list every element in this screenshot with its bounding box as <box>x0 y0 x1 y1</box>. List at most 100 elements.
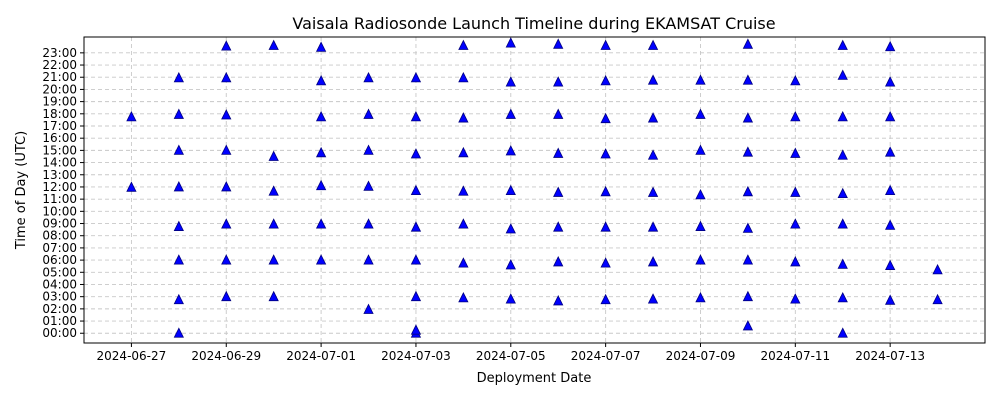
launch-marker <box>932 293 943 305</box>
launch-marker <box>695 188 706 200</box>
launch-marker <box>647 74 659 85</box>
y-tick-label: 17:00 <box>42 119 77 133</box>
launch-marker <box>221 109 232 120</box>
launch-marker <box>268 39 279 50</box>
launch-marker <box>221 40 232 51</box>
launch-marker <box>315 218 327 229</box>
launch-marker <box>315 41 327 52</box>
y-tick-label: 05:00 <box>42 265 77 279</box>
launch-marker <box>458 257 469 268</box>
launch-marker <box>268 290 279 302</box>
launch-marker <box>553 186 564 197</box>
launch-marker <box>885 219 896 230</box>
launch-marker <box>410 254 422 265</box>
y-tick-label: 21:00 <box>42 70 77 84</box>
launch-marker <box>600 39 611 50</box>
launch-marker <box>410 184 422 196</box>
launch-marker <box>315 110 327 122</box>
x-tick-label: 2024-06-29 <box>191 349 261 363</box>
y-tick-label: 00:00 <box>42 326 77 340</box>
launch-marker <box>315 179 327 191</box>
launch-marker <box>221 71 232 83</box>
plot-area-frame <box>83 36 986 344</box>
launch-marker <box>695 74 706 85</box>
y-tick-label: 09:00 <box>42 217 77 231</box>
launch-marker <box>790 256 801 267</box>
launch-marker <box>410 71 422 83</box>
launch-marker <box>885 76 896 87</box>
launch-marker <box>553 147 564 158</box>
points-layer <box>126 37 943 338</box>
launch-marker <box>885 110 896 122</box>
launch-marker <box>458 146 469 158</box>
launch-marker <box>790 147 801 158</box>
y-tick-label: 13:00 <box>42 168 77 182</box>
x-tick-label: 2024-07-09 <box>666 349 736 363</box>
y-tick-label: 10:00 <box>42 204 77 218</box>
launch-marker <box>410 148 422 159</box>
launch-marker <box>458 39 469 50</box>
x-tick-label: 2024-07-13 <box>855 349 925 363</box>
launch-marker <box>173 108 184 119</box>
launch-marker <box>173 71 184 83</box>
launch-marker <box>553 38 564 49</box>
launch-marker <box>600 185 611 197</box>
launch-marker <box>647 293 659 304</box>
launch-marker <box>742 38 754 49</box>
launch-marker <box>268 185 279 196</box>
launch-marker <box>742 254 754 265</box>
launch-marker <box>932 263 943 275</box>
launch-marker <box>505 76 516 87</box>
y-tick-label: 03:00 <box>42 290 77 304</box>
launch-marker <box>363 180 374 191</box>
launch-marker <box>221 181 232 192</box>
y-tick-label: 04:00 <box>42 277 77 291</box>
y-tick-label: 23:00 <box>42 46 77 60</box>
y-axis-title: Time of Day (UTC) <box>14 131 29 250</box>
launch-marker <box>458 71 469 83</box>
launch-marker <box>221 290 232 302</box>
launch-marker <box>221 254 232 265</box>
launch-marker <box>695 144 706 155</box>
x-tick-label: 2024-07-07 <box>571 349 641 363</box>
x-tick-label: 2024-07-05 <box>476 349 546 363</box>
launch-marker <box>505 37 516 48</box>
launch-marker <box>600 257 611 268</box>
launch-marker <box>410 290 422 302</box>
launch-marker <box>505 259 516 270</box>
launch-marker <box>173 293 184 305</box>
y-tick-label: 15:00 <box>42 143 77 157</box>
launch-marker <box>363 108 374 119</box>
launch-marker <box>268 254 279 265</box>
launch-marker <box>410 110 422 122</box>
x-tick-label: 2024-07-01 <box>286 349 356 363</box>
launch-marker <box>790 293 801 304</box>
launch-marker <box>885 259 896 270</box>
launch-marker <box>221 144 232 155</box>
launch-marker <box>458 218 469 229</box>
launch-marker <box>458 112 469 123</box>
launch-marker <box>885 184 896 196</box>
launch-marker <box>837 39 848 50</box>
launch-marker <box>410 221 422 232</box>
launch-marker <box>553 256 564 267</box>
launch-marker <box>505 184 516 196</box>
launch-marker <box>553 221 564 232</box>
launch-marker <box>363 218 374 229</box>
launch-marker <box>553 295 564 306</box>
launch-marker <box>647 256 659 267</box>
launch-marker <box>647 149 659 160</box>
launch-marker <box>458 291 469 303</box>
launch-marker <box>505 108 516 119</box>
launch-marker <box>363 254 374 265</box>
launch-marker <box>742 222 754 233</box>
launch-marker <box>837 149 848 160</box>
launch-marker <box>268 218 279 229</box>
y-tick-label: 18:00 <box>42 107 77 121</box>
launch-marker <box>885 146 896 157</box>
y-tick-label: 08:00 <box>42 229 77 243</box>
launch-marker <box>647 112 659 123</box>
launch-marker <box>600 293 611 305</box>
